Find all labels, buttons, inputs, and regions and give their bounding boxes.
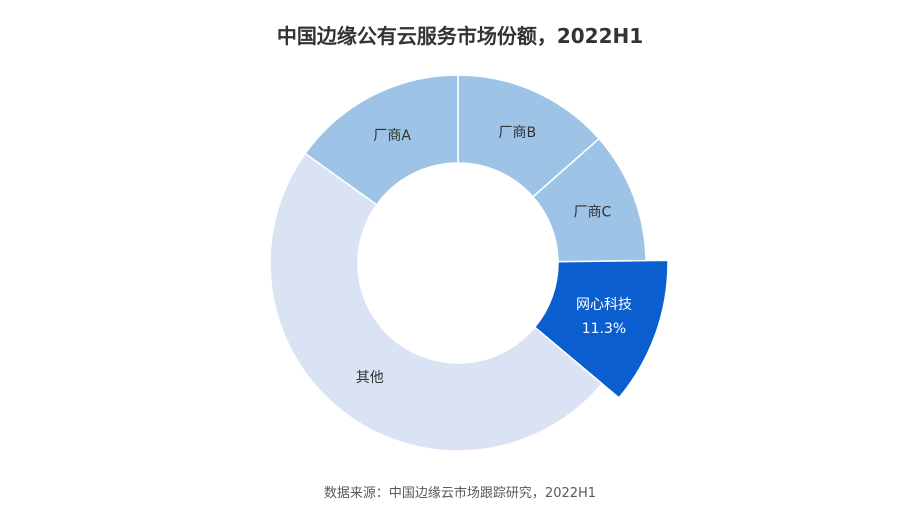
slice-label-1: 厂商C — [573, 204, 611, 220]
slice-label-3: 其他 — [356, 370, 384, 386]
slice-label-2: 网心科技 — [576, 297, 632, 313]
source-note: 数据来源：中国边缘云市场跟踪研究，2022H1 — [323, 486, 597, 501]
slice-3 — [269, 152, 604, 452]
slice-value-label-2: 11.3% — [582, 321, 626, 337]
slice-4 — [304, 74, 459, 206]
slice-2 — [533, 259, 669, 399]
chart-title: 中国边缘公有云服务市场份额，2022H1 — [276, 24, 644, 48]
slice-label-0: 厂商B — [498, 125, 536, 141]
slice-label-4: 厂商A — [373, 128, 411, 144]
